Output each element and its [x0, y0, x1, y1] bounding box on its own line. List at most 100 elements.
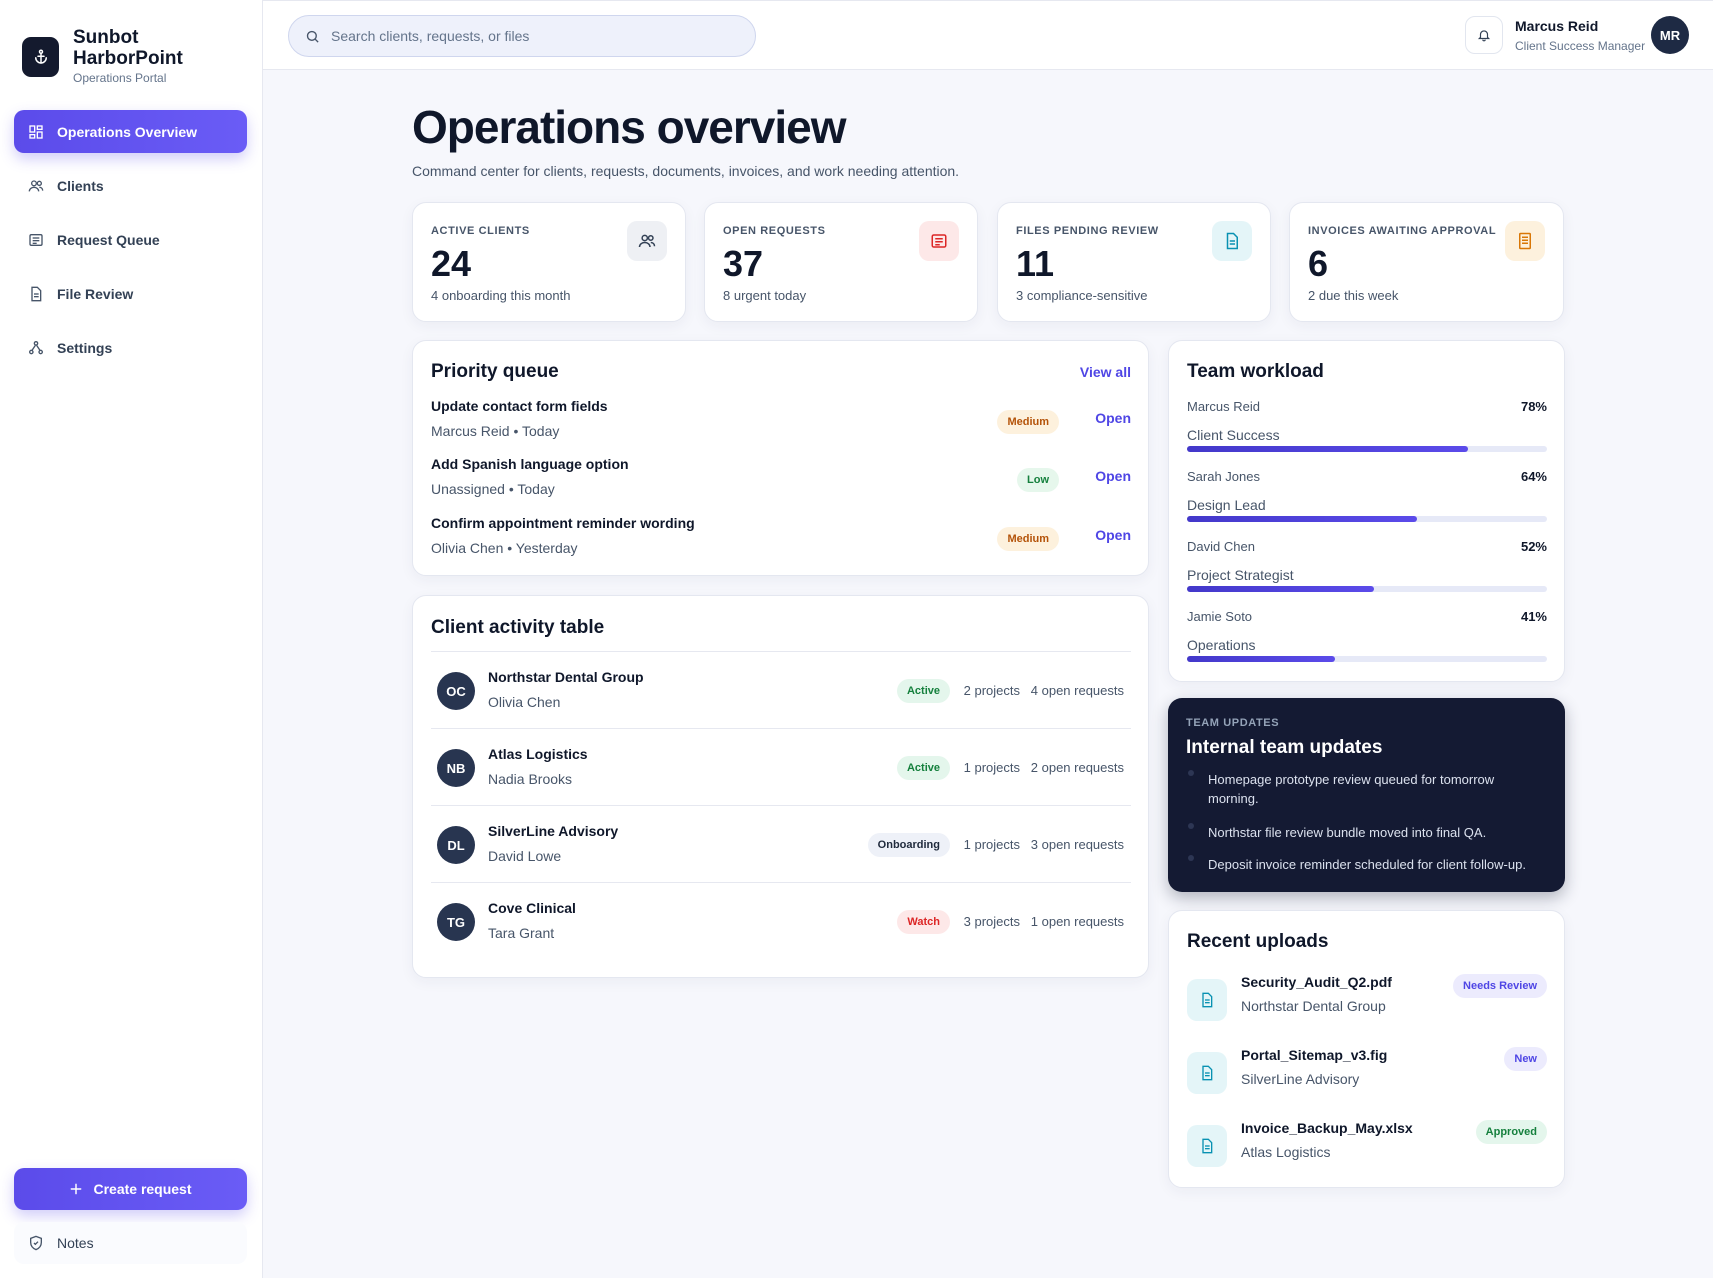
- settings-icon: [29, 340, 43, 354]
- stat-card-open-requests[interactable]: OPEN REQUESTS 37 8 urgent today: [704, 202, 978, 322]
- stat-label: ACTIVE CLIENTS: [431, 225, 530, 237]
- project-count: 3 projects: [963, 914, 1020, 929]
- file-icon: [1187, 1052, 1227, 1094]
- stat-note: 3 compliance-sensitive: [1016, 288, 1148, 303]
- member-percent: 64%: [1520, 469, 1547, 484]
- stat-value: 37: [723, 243, 764, 284]
- member-name: David Chen: [1187, 539, 1255, 554]
- recent-uploads-card: Recent uploads Security_Audit_Q2.pdf Nor…: [1168, 910, 1565, 1188]
- upload-item[interactable]: Invoice_Backup_May.xlsx Atlas Logistics …: [1187, 1120, 1547, 1176]
- request-meta: Marcus Reid • Today: [431, 423, 560, 439]
- sidebar-item-clients[interactable]: Clients: [14, 164, 247, 207]
- brand[interactable]: Sunbot HarborPoint Operations Portal: [22, 27, 183, 85]
- open-request-button[interactable]: Open: [1095, 527, 1131, 543]
- stat-value: 24: [431, 243, 472, 284]
- file-icon: [31, 286, 42, 301]
- workload-row: David Chen 52% Project Strategist: [1187, 539, 1547, 599]
- member-percent: 41%: [1520, 609, 1547, 624]
- stat-card-active-clients[interactable]: ACTIVE CLIENTS 24 4 onboarding this mont…: [412, 202, 686, 322]
- list-item[interactable]: Confirm appointment reminder wording Oli…: [431, 515, 1131, 565]
- workload-row: Sarah Jones 64% Design Lead: [1187, 469, 1547, 529]
- open-request-button[interactable]: Open: [1095, 468, 1131, 484]
- file-client: SilverLine Advisory: [1241, 1071, 1360, 1087]
- user-role: Client Success Manager: [1515, 39, 1646, 53]
- stat-label: OPEN REQUESTS: [723, 225, 826, 237]
- open-request-button[interactable]: Open: [1095, 410, 1131, 426]
- team-workload-title: Team workload: [1187, 361, 1324, 382]
- stat-label: INVOICES AWAITING APPROVAL: [1308, 225, 1497, 237]
- client-name: Northstar Dental Group: [488, 669, 644, 685]
- member-role: Client Success: [1187, 427, 1280, 443]
- sidebar-item-file-review[interactable]: File Review: [14, 272, 247, 315]
- client-activity-card: Client activity table OC Northstar Denta…: [412, 595, 1149, 978]
- list-icon: [29, 233, 43, 246]
- client-contact: David Lowe: [488, 848, 562, 864]
- file-icon: [1187, 1125, 1227, 1167]
- update-item: Deposit invoice reminder scheduled for c…: [1186, 855, 1547, 874]
- team-updates-title: Internal team updates: [1186, 737, 1383, 758]
- member-name: Sarah Jones: [1187, 469, 1260, 484]
- status-badge: Approved: [1475, 1120, 1547, 1144]
- team-workload-card: Team workload Marcus Reid 78% Client Suc…: [1168, 340, 1565, 682]
- workload-bar-fill: [1187, 446, 1468, 452]
- member-role: Operations: [1187, 637, 1256, 653]
- status-badge: Onboarding: [867, 833, 950, 857]
- search-bar[interactable]: [288, 15, 756, 57]
- page-subtitle: Command center for clients, requests, do…: [412, 163, 960, 179]
- status-badge: Needs Review: [1453, 974, 1547, 998]
- notifications-button[interactable]: [1465, 16, 1503, 54]
- avatar: OC: [437, 672, 475, 710]
- sidebar-item-label: Settings: [57, 339, 113, 356]
- table-row[interactable]: OC Northstar Dental Group Olivia Chen Ac…: [431, 651, 1131, 728]
- table-row[interactable]: TG Cove Clinical Tara Grant Watch 3 proj…: [431, 882, 1131, 959]
- brand-name-line1: Sunbot: [73, 27, 139, 48]
- sidebar-item-label: Operations Overview: [57, 123, 198, 140]
- view-all-link[interactable]: View all: [1079, 364, 1131, 380]
- sidebar: Sunbot HarborPoint Operations Portal Ope…: [0, 0, 263, 1278]
- list-item[interactable]: Add Spanish language option Unassigned •…: [431, 456, 1131, 506]
- client-name: SilverLine Advisory: [488, 823, 619, 839]
- project-count: 1 projects: [963, 760, 1020, 775]
- table-row[interactable]: DL SilverLine Advisory David Lowe Onboar…: [431, 805, 1131, 882]
- bell-icon: [1477, 30, 1491, 42]
- avatar[interactable]: MR: [1651, 16, 1689, 54]
- workload-row: Jamie Soto 41% Operations: [1187, 609, 1547, 669]
- sidebar-item-settings[interactable]: Settings: [14, 326, 247, 369]
- topbar: Marcus Reid Client Success Manager MR: [263, 0, 1713, 70]
- users-icon: [627, 221, 667, 261]
- stat-note: 8 urgent today: [723, 288, 807, 303]
- file-icon: [1212, 221, 1252, 261]
- create-request-button[interactable]: Create request: [14, 1168, 247, 1210]
- sidebar-nav: Operations Overview Clients Request Queu…: [14, 110, 247, 380]
- sidebar-item-request-queue[interactable]: Request Queue: [14, 218, 247, 261]
- client-contact: Olivia Chen: [488, 694, 561, 710]
- list-item[interactable]: Update contact form fields Marcus Reid •…: [431, 398, 1131, 448]
- sidebar-item-label: File Review: [57, 285, 134, 302]
- request-title: Confirm appointment reminder wording: [431, 515, 695, 531]
- member-name: Marcus Reid: [1187, 399, 1260, 414]
- invoice-icon: [1505, 221, 1545, 261]
- file-icon: [1187, 979, 1227, 1021]
- request-title: Update contact form fields: [431, 398, 608, 414]
- dashboard-icon: [29, 124, 43, 139]
- workload-bar: [1187, 446, 1547, 452]
- client-contact: Nadia Brooks: [488, 771, 573, 787]
- stat-card-files-pending[interactable]: FILES PENDING REVIEW 11 3 compliance-sen…: [997, 202, 1271, 322]
- stat-label: FILES PENDING REVIEW: [1016, 225, 1159, 237]
- sidebar-item-notes[interactable]: Notes: [14, 1222, 247, 1264]
- brand-subtitle: Operations Portal: [73, 71, 167, 85]
- priority-badge: Medium: [997, 527, 1059, 551]
- workload-bar: [1187, 586, 1547, 592]
- status-badge: Active: [896, 679, 950, 703]
- upload-item[interactable]: Portal_Sitemap_v3.fig SilverLine Advisor…: [1187, 1047, 1547, 1103]
- stat-card-invoices[interactable]: INVOICES AWAITING APPROVAL 6 2 due this …: [1289, 202, 1564, 322]
- search-input[interactable]: [331, 28, 731, 44]
- user-name: Marcus Reid: [1515, 18, 1599, 34]
- notes-label: Notes: [57, 1235, 94, 1251]
- open-request-count: 3 open requests: [1030, 837, 1124, 852]
- list-icon: [919, 221, 959, 261]
- table-row[interactable]: NB Atlas Logistics Nadia Brooks Active 1…: [431, 728, 1131, 805]
- upload-item[interactable]: Security_Audit_Q2.pdf Northstar Dental G…: [1187, 974, 1547, 1030]
- sidebar-item-operations-overview[interactable]: Operations Overview: [14, 110, 247, 153]
- file-name: Invoice_Backup_May.xlsx: [1241, 1120, 1413, 1136]
